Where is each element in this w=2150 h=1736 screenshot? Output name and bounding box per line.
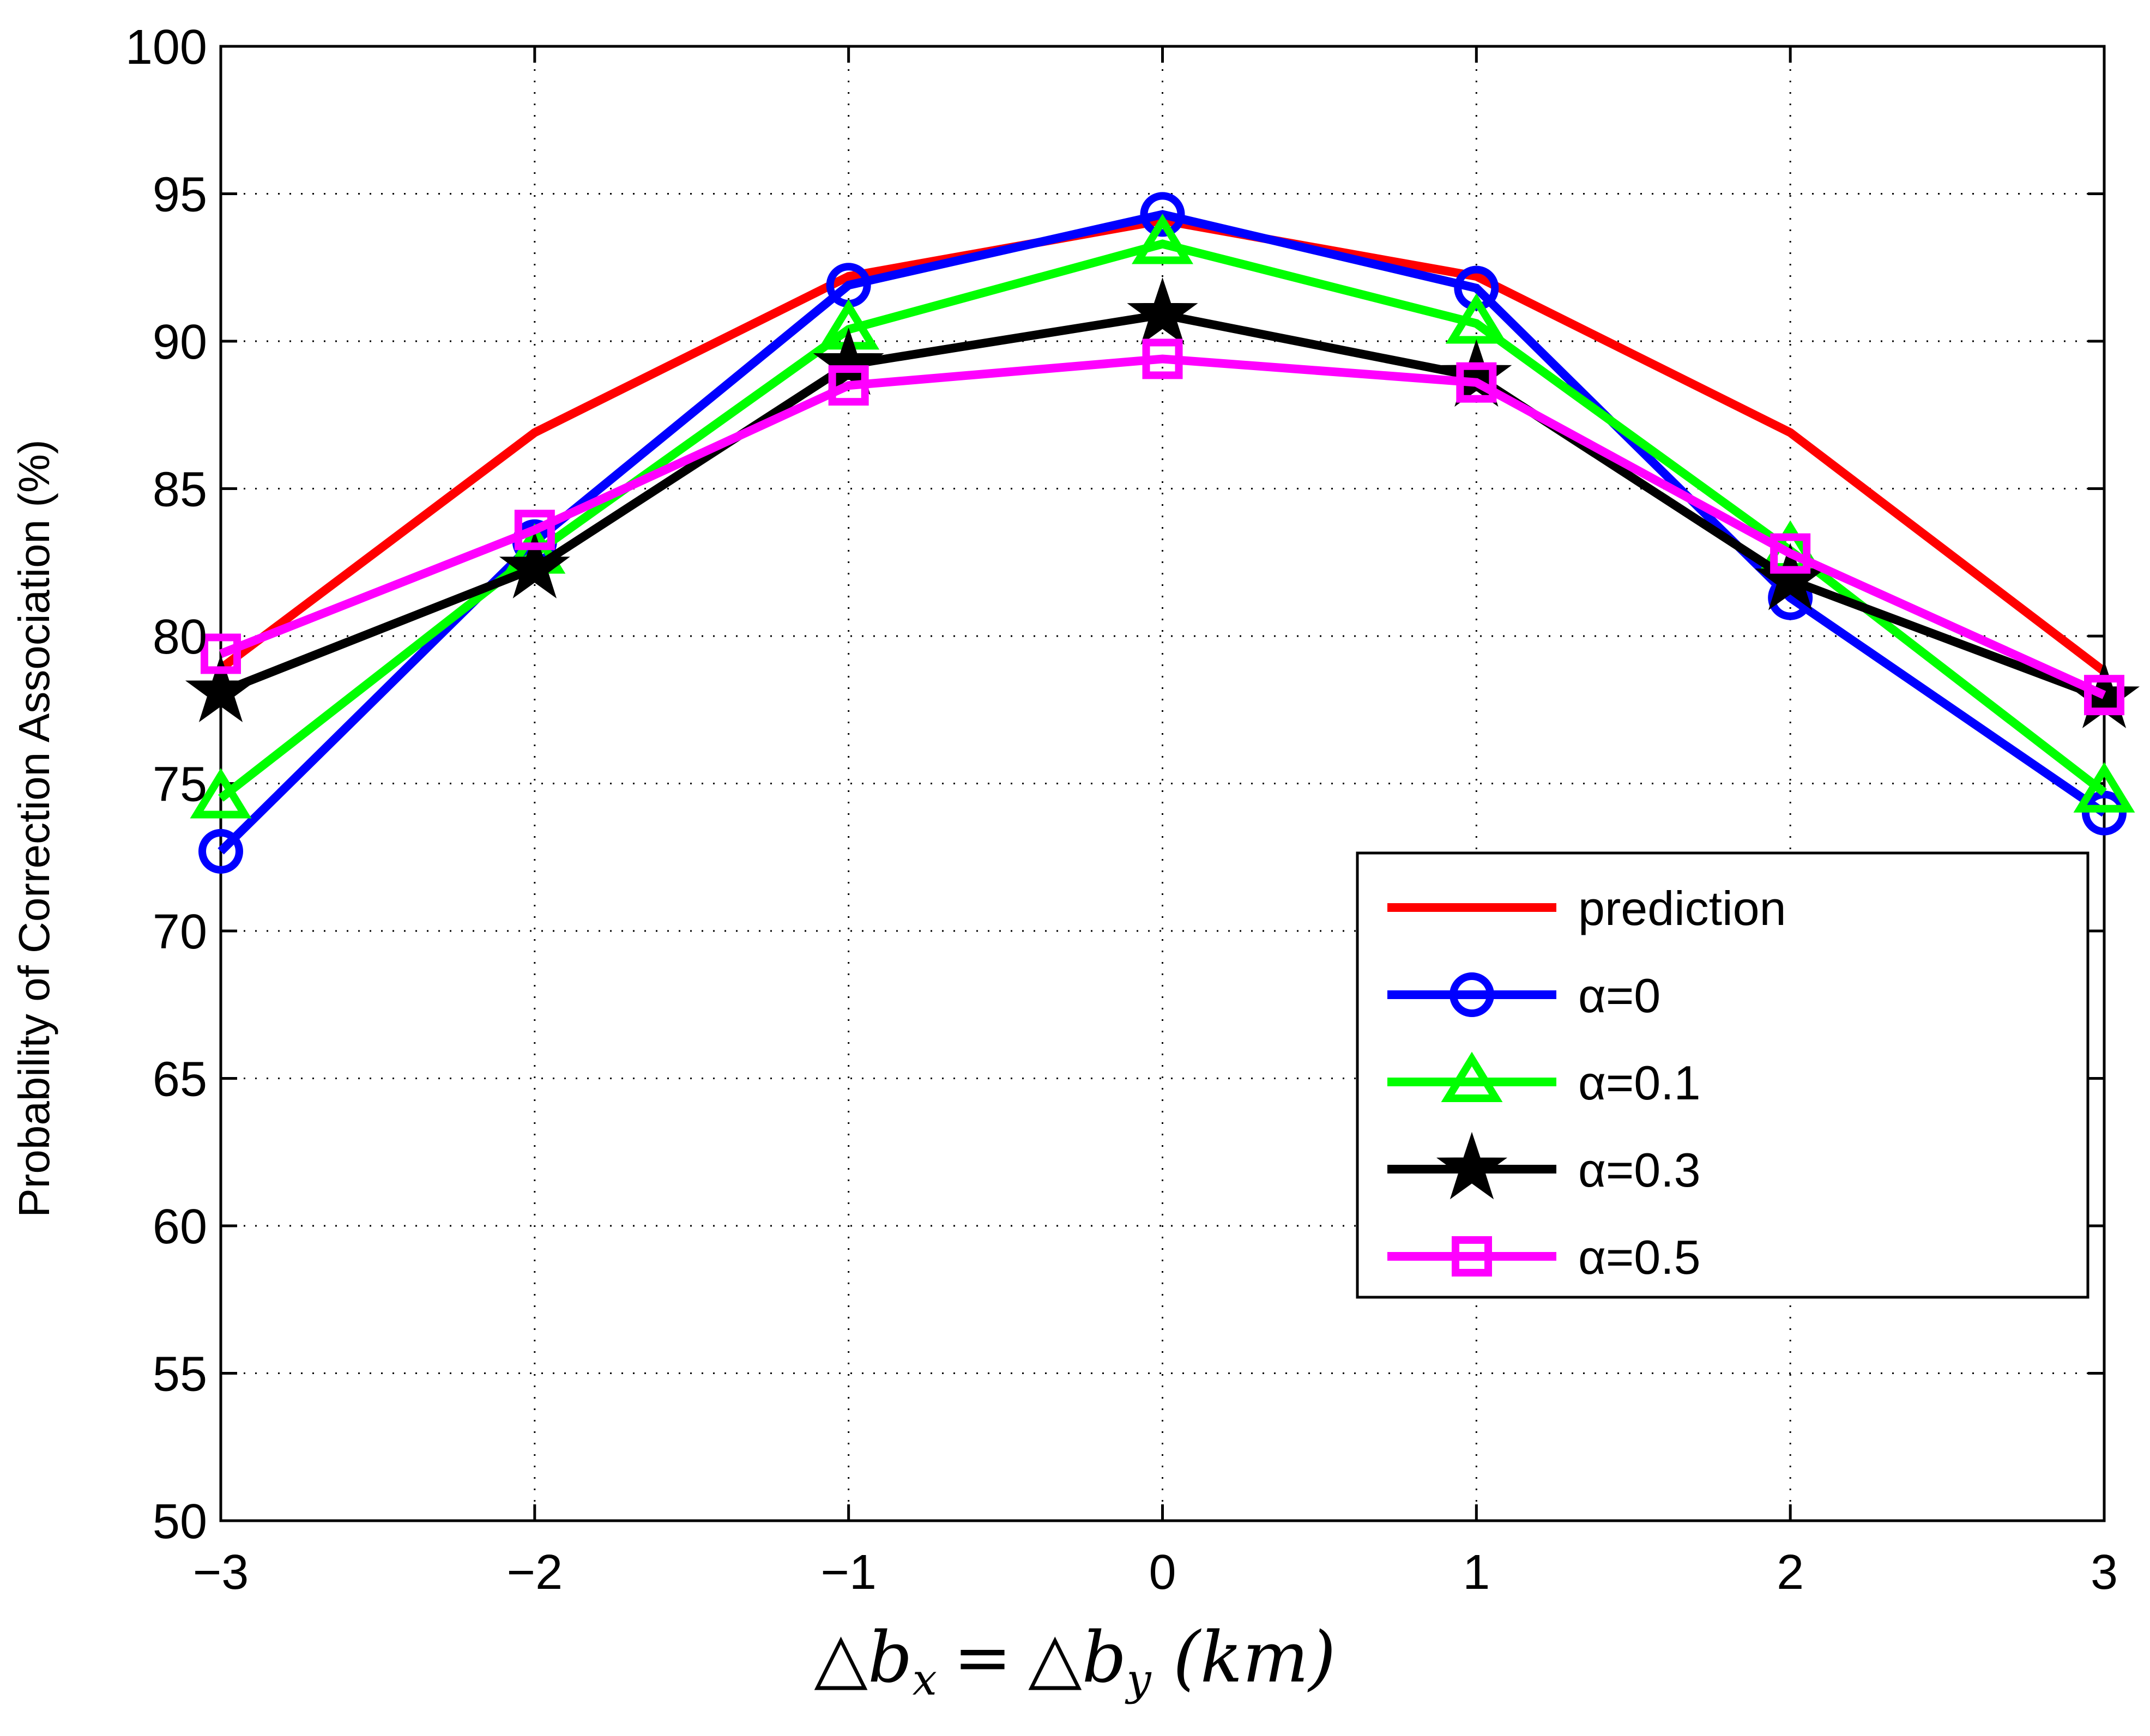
series-line-4 (219, 354, 2106, 699)
x-tick-label: 3 (2091, 1545, 2118, 1600)
x-tick-label: 2 (1777, 1545, 1804, 1600)
y-tick-label: 100 (125, 20, 207, 75)
data-point (1456, 362, 1497, 403)
x-axis-label: △bx = △by (km) (814, 1617, 1336, 1705)
series-4 (201, 338, 2124, 716)
x-tick-label: 0 (1149, 1545, 1176, 1600)
data-point (190, 768, 252, 819)
data-point (198, 828, 243, 874)
legend-label: prediction (1578, 881, 1786, 935)
legend-marker (1441, 1051, 1503, 1102)
data-point (2082, 790, 2127, 836)
y-tick-label: 60 (153, 1200, 207, 1254)
y-tick-label: 70 (153, 905, 207, 959)
legend: prediction α=0 α=0.1 α=0.3 α=0.5 (1356, 851, 2089, 1299)
legend-label: α=0 (1578, 969, 1660, 1023)
y-tick-label: 90 (153, 315, 207, 370)
data-point (1132, 214, 1193, 264)
x-label-b-2: b (1082, 1617, 1127, 1698)
legend-entry-0: prediction (1387, 881, 1786, 935)
data-point (514, 510, 555, 551)
x-tick-label: −3 (193, 1545, 249, 1600)
data-point (1127, 277, 1198, 345)
x-label-triangle-1: △ (814, 1617, 868, 1698)
y-tick-label: 95 (153, 168, 207, 222)
x-label-equals: = (953, 1617, 1012, 1698)
x-tick-label: 1 (1463, 1545, 1490, 1600)
axes (219, 45, 2106, 1522)
data-point (1140, 192, 1185, 237)
tick-labels: −3 −2 −1 0 1 2 3 50 55 60 65 70 75 80 85 90 95 100 (125, 20, 2118, 1600)
legend-items: prediction α=0 α=0.1 α=0.3 α=0.5 (1387, 881, 1786, 1284)
legend-entry-2: α=0.1 (1387, 1051, 1701, 1110)
x-label-sub-y: y (1125, 1654, 1152, 1705)
x-label-b-1: b (868, 1617, 913, 1698)
y-tick-label: 65 (153, 1053, 207, 1107)
y-axis-label: Probability of Correction Association (%… (10, 439, 58, 1217)
data-point (2084, 675, 2124, 716)
data-point (1755, 542, 1826, 610)
x-tick-label: −2 (507, 1545, 563, 1600)
data-point (185, 655, 257, 723)
data-point (2073, 762, 2135, 813)
y-tick-label: 80 (153, 610, 207, 664)
legend-entry-3: α=0.3 (1387, 1132, 1701, 1200)
x-tick-label: −1 (820, 1545, 877, 1600)
legend-marker (1452, 1236, 1492, 1277)
x-label-sub-x: x (913, 1654, 937, 1705)
legend-marker (1450, 972, 1494, 1017)
legend-label: α=0.3 (1578, 1143, 1701, 1197)
x-label-unit: (km) (1173, 1617, 1336, 1698)
legend-label: α=0.5 (1578, 1230, 1701, 1284)
legend-entry-1: α=0 (1387, 969, 1660, 1023)
y-tick-label: 50 (153, 1495, 207, 1549)
legend-marker (1436, 1132, 1508, 1200)
legend-entry-4: α=0.5 (1387, 1230, 1701, 1284)
data-point (813, 327, 884, 395)
data-point (499, 531, 570, 598)
series-lines (185, 192, 2140, 874)
x-label-triangle-2: △ (1028, 1617, 1082, 1698)
legend-label: α=0.1 (1578, 1056, 1701, 1110)
y-tick-label: 85 (153, 463, 207, 517)
data-point (201, 633, 241, 674)
data-point (1770, 533, 1811, 574)
data-point (1441, 339, 1512, 407)
y-tick-label: 55 (153, 1347, 207, 1402)
data-point (1142, 338, 1183, 379)
data-point (828, 365, 869, 406)
y-tick-label: 75 (153, 758, 207, 812)
